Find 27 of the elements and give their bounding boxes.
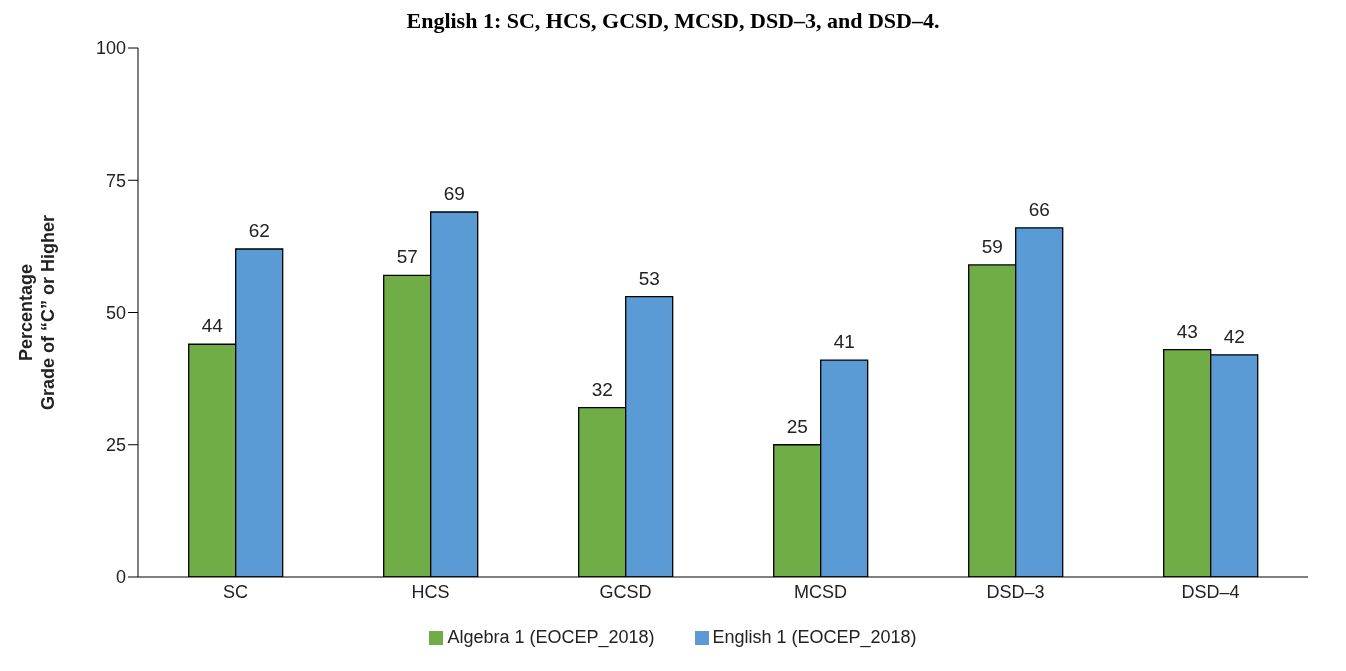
- data-label: 69: [443, 182, 465, 204]
- x-tick-label: HCS: [411, 581, 450, 602]
- x-tick-label: DSD–3: [986, 581, 1045, 602]
- data-label: 66: [1028, 198, 1050, 220]
- y-tick-label: 75: [105, 170, 126, 191]
- chart-title: English 1: SC, HCS, GCSD, MCSD, DSD–3, and DSD–4.: [405, 8, 941, 35]
- legend-label: English 1 (EOCEP_2018): [712, 627, 917, 647]
- x-tick-label: DSD–4: [1181, 581, 1240, 602]
- data-label: 32: [591, 378, 613, 400]
- y-tick-label: 25: [105, 435, 126, 456]
- data-label: 25: [786, 415, 808, 437]
- x-tick-label: MCSD: [794, 581, 847, 602]
- data-label: 44: [201, 315, 224, 337]
- data-label: 53: [638, 267, 660, 289]
- data-label: 43: [1176, 320, 1198, 342]
- y-tick-label: 100: [95, 38, 126, 59]
- y-tick-label: 0: [115, 567, 126, 588]
- x-tick-label: GCSD: [599, 581, 652, 602]
- data-label: 59: [981, 235, 1003, 257]
- data-label: 62: [248, 220, 270, 242]
- data-label: 41: [833, 331, 855, 353]
- y-axis-title: Percentage Grade of “C” or Higher: [16, 214, 58, 411]
- data-label: 57: [396, 246, 418, 268]
- legend-label: Algebra 1 (EOCEP_2018): [447, 627, 655, 647]
- data-label: 42: [1223, 325, 1245, 347]
- x-tick-label: SC: [222, 581, 249, 602]
- y-tick-label: 50: [105, 302, 126, 323]
